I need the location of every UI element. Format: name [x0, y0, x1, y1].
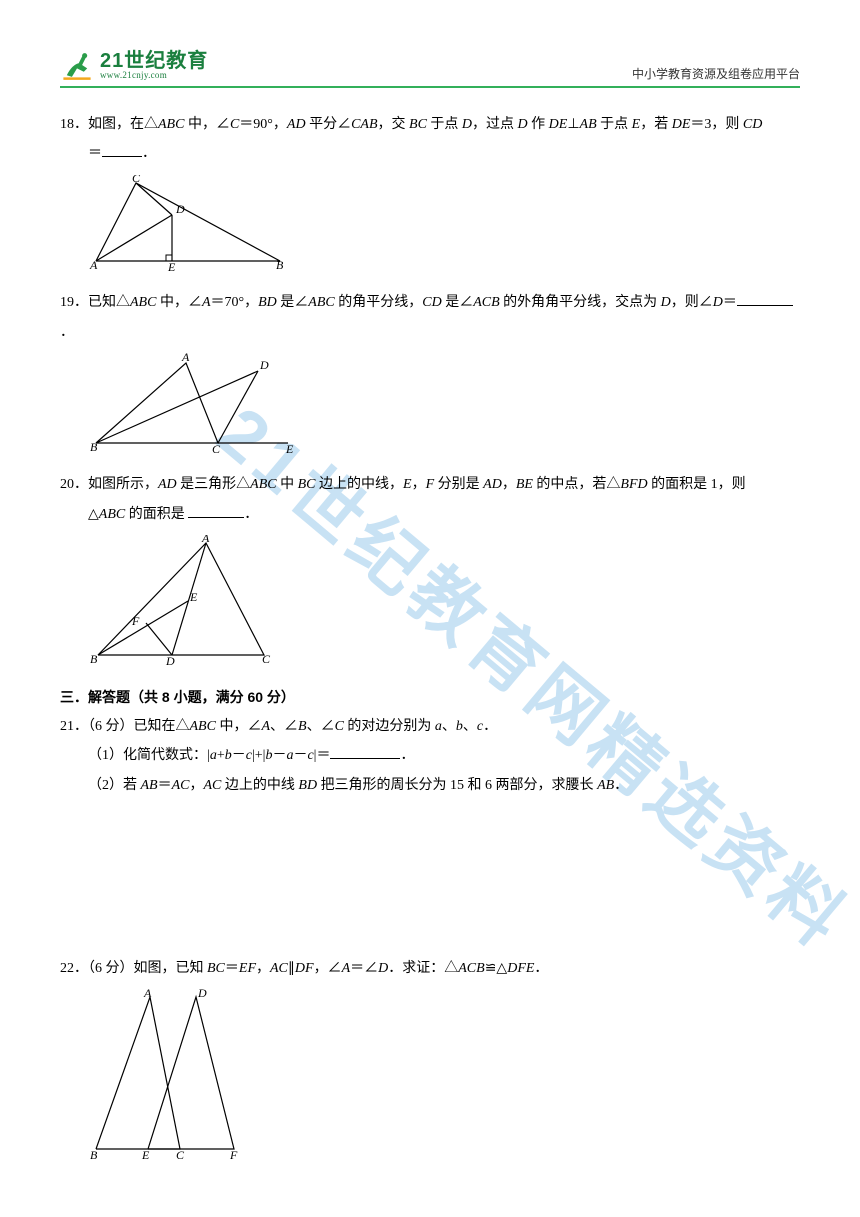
svg-text:B: B	[276, 258, 284, 271]
svg-text:C: C	[262, 652, 271, 665]
question-20: 20．如图所示，AD 是三角形△ABC 中 BC 边上的中线，E，F 分别是 A…	[60, 470, 800, 676]
q21-num: 21．	[60, 719, 88, 734]
answer-space	[60, 804, 800, 954]
svg-text:A: A	[143, 989, 152, 1000]
runner-icon	[60, 48, 94, 82]
question-18: 18．如图，在△ABC 中，∠C＝90°，AD 平分∠CAB，交 BC 于点 D…	[60, 110, 800, 282]
q22-num: 22．	[60, 961, 88, 976]
svg-text:B: B	[90, 1148, 98, 1159]
svg-text:E: E	[285, 442, 294, 453]
svg-text:C: C	[176, 1148, 185, 1159]
svg-text:B: B	[90, 440, 98, 453]
blank	[188, 504, 244, 518]
q19-num: 19．	[60, 295, 88, 310]
svg-text:D: D	[197, 989, 207, 1000]
svg-text:E: E	[141, 1148, 150, 1159]
logo-url: www.21cnjy.com	[100, 71, 208, 80]
svg-text:B: B	[90, 652, 98, 665]
question-22: 22．（6 分）如图，已知 BC＝EF，AC∥DF，∠A＝∠D．求证：△ACB≌…	[60, 954, 800, 1171]
q18-figure: A B C D E	[88, 175, 800, 282]
q20-figure: A B C D E F	[88, 535, 800, 676]
logo: 21世纪教育 www.21cnjy.com	[60, 48, 208, 82]
svg-text:A: A	[181, 353, 190, 364]
logo-title: 21世纪教育	[100, 51, 208, 71]
q19-figure: A B C D E	[88, 353, 800, 464]
svg-text:C: C	[132, 175, 141, 185]
content: 18．如图，在△ABC 中，∠C＝90°，AD 平分∠CAB，交 BC 于点 D…	[60, 110, 800, 1171]
svg-text:F: F	[131, 614, 140, 628]
question-19: 19．已知△ABC 中，∠A＝70°，BD 是∠ABC 的角平分线，CD 是∠A…	[60, 288, 800, 464]
section-3-title: 三．解答题（共 8 小题，满分 60 分）	[60, 683, 800, 712]
svg-text:A: A	[89, 258, 98, 271]
svg-text:D: D	[165, 654, 175, 665]
svg-text:D: D	[175, 202, 185, 216]
svg-text:E: E	[189, 590, 198, 604]
q18-num: 18．	[60, 117, 88, 132]
question-21: 21．（6 分）已知在△ABC 中，∠A、∠B、∠C 的对边分别为 a、b、c．…	[60, 712, 800, 800]
svg-text:A: A	[201, 535, 210, 545]
page: 21世纪教育 www.21cnjy.com 中小学教育资源及组卷应用平台 18．…	[0, 0, 860, 1217]
q22-figure: A D B E C F	[88, 989, 800, 1170]
q20-num: 20．	[60, 477, 88, 492]
page-header: 21世纪教育 www.21cnjy.com 中小学教育资源及组卷应用平台	[60, 48, 800, 88]
blank	[102, 143, 142, 157]
blank	[330, 745, 400, 759]
blank	[737, 292, 793, 306]
svg-text:C: C	[212, 442, 221, 453]
svg-text:E: E	[167, 260, 176, 271]
header-subtitle: 中小学教育资源及组卷应用平台	[632, 65, 800, 82]
svg-text:F: F	[229, 1148, 238, 1159]
svg-text:D: D	[259, 358, 269, 372]
